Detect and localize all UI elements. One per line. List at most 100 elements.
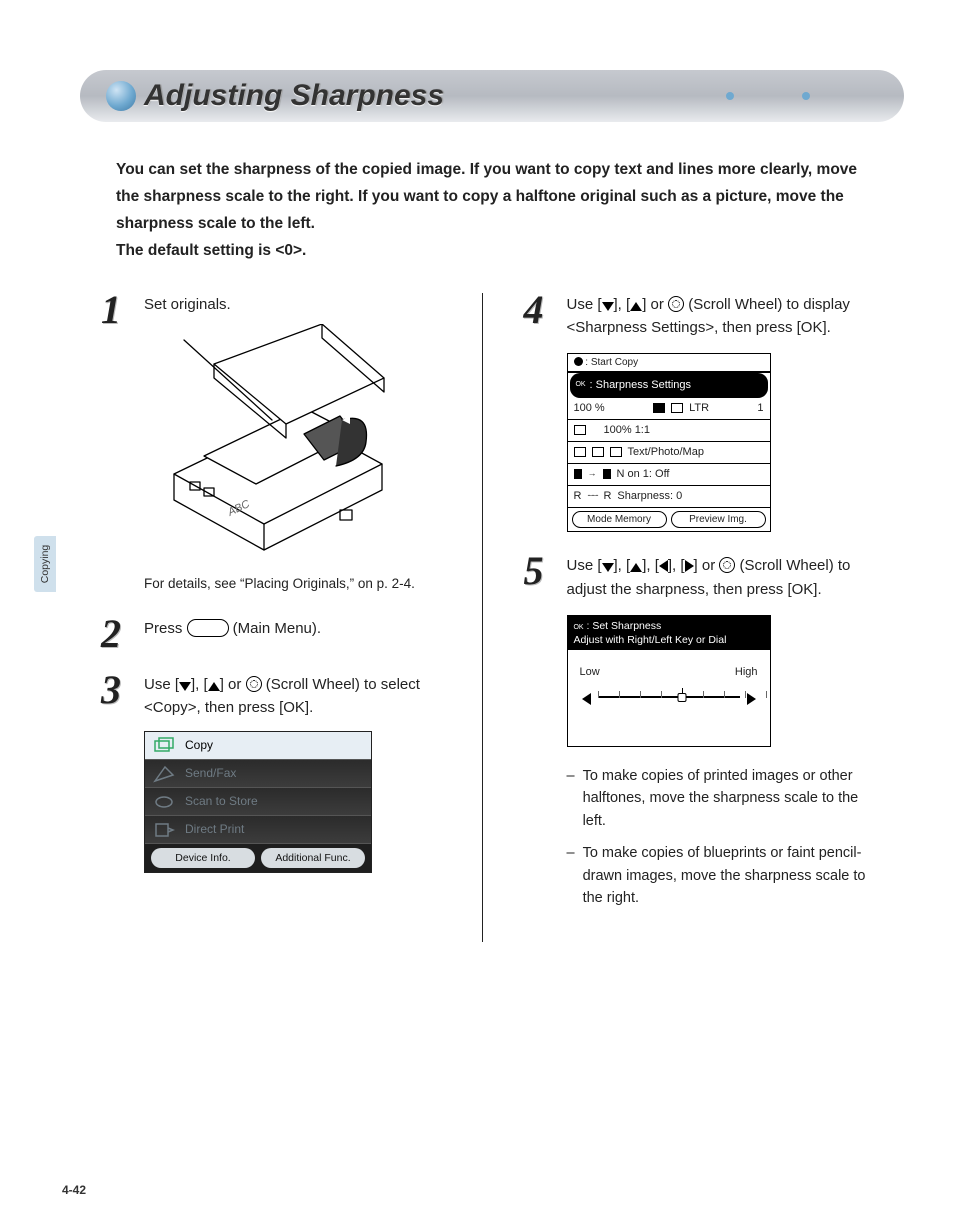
lcd-footer-left: Mode Memory	[572, 511, 667, 529]
intro-paragraph: The default setting is <0>.	[116, 237, 884, 264]
menu-footer-left: Device Info.	[151, 848, 255, 868]
main-menu-screen: Copy Send/Fax Scan to Store Direct	[144, 731, 372, 873]
paper-white-icon	[671, 403, 683, 413]
slider-tick	[619, 691, 620, 698]
step-3: 3 Use [], [] or (Scroll Wheel) to select…	[96, 673, 462, 874]
lcd-ratio: 100% 1:1	[604, 422, 650, 439]
menu-item-sendfax: Send/Fax	[145, 760, 371, 788]
heading-title: Adjusting Sharpness	[144, 79, 444, 113]
txt: ] or	[642, 296, 668, 313]
lcd-type: Text/Photo/Map	[628, 444, 704, 461]
step-number: 4	[519, 293, 549, 533]
menu-item-copy: Copy	[145, 732, 371, 760]
lcd-row-non1: → N on 1: Off	[568, 463, 770, 485]
lcd-top-text: : Start Copy	[585, 357, 638, 368]
txt: ], [	[642, 557, 659, 574]
slider-labels: Low High	[580, 664, 758, 681]
step-4: 4 Use [], [] or (Scroll Wheel) to displa…	[519, 293, 885, 533]
lcd-zoom-pct: 100 %	[574, 400, 605, 417]
slider-tick	[598, 691, 599, 698]
copy-settings-screen: : Start Copy OK : Sharpness Settings 100…	[567, 353, 771, 532]
dash-icon: -·-·-	[587, 489, 597, 503]
columns: 1 Set originals.	[76, 293, 904, 942]
dash-icon: –	[567, 765, 575, 832]
lcd-footer: Mode Memory Preview Img.	[568, 507, 770, 532]
printer-illustration: ABC	[144, 324, 404, 564]
lcd-row-zoom: 100 % LTR 1	[568, 398, 770, 419]
heading-dot-icon	[802, 92, 810, 100]
scroll-wheel-icon	[719, 557, 735, 573]
scroll-wheel-icon	[246, 676, 262, 692]
step-number: 3	[96, 673, 126, 874]
step-2: 2 Press (Main Menu).	[96, 617, 462, 651]
step-body: Use [], [] or (Scroll Wheel) to select <…	[144, 673, 462, 874]
section-heading: Adjusting Sharpness	[80, 70, 904, 122]
step-body: Press (Main Menu).	[144, 617, 462, 651]
type-icon	[610, 447, 622, 457]
lcd-head-l1: : Set Sharpness	[587, 620, 662, 632]
lcd-row-ratio: 100% 1:1	[568, 419, 770, 441]
main-menu-key-icon	[187, 619, 229, 637]
lcd-count: 1	[757, 400, 763, 417]
lcd-top-strip: : Start Copy	[568, 354, 770, 373]
side-tab: Copying	[34, 536, 56, 592]
step-body: Use [], [] or (Scroll Wheel) to display …	[567, 293, 885, 533]
lcd-paper: LTR	[689, 400, 709, 417]
menu-item-label: Send/Fax	[185, 764, 236, 783]
n1-icon	[574, 469, 582, 479]
heading-dot-icon	[726, 92, 734, 100]
down-arrow-icon	[602, 563, 614, 572]
note-text: To make copies of printed images or othe…	[583, 765, 884, 832]
ok-icon: OK	[576, 380, 586, 390]
txt: Use [	[567, 557, 602, 574]
ok-icon: OK	[574, 623, 584, 633]
lcd-sharp: Sharpness: 0	[617, 488, 682, 505]
right-column: 4 Use [], [] or (Scroll Wheel) to displa…	[483, 293, 905, 942]
slider-tick	[766, 691, 767, 698]
up-arrow-icon	[630, 563, 642, 572]
scan-icon	[153, 793, 175, 811]
sharpness-slider	[580, 685, 758, 711]
left-column: 1 Set originals.	[76, 293, 483, 942]
left-arrow-icon	[659, 560, 668, 572]
slider-tick	[724, 691, 725, 698]
step-text-pre: Press	[144, 620, 187, 637]
send-icon	[153, 765, 175, 783]
lcd-header: OK: Set Sharpness Adjust with Right/Left…	[568, 616, 770, 650]
step-number: 1	[96, 293, 126, 595]
left-arrow-icon	[582, 692, 591, 709]
txt: ] or	[694, 557, 720, 574]
txt: ], [	[668, 557, 685, 574]
txt: ], [	[614, 296, 631, 313]
page: Copying Adjusting Sharpness You can set …	[0, 0, 954, 1227]
side-tab-label: Copying	[39, 545, 51, 584]
menu-item-scan: Scan to Store	[145, 788, 371, 816]
up-arrow-icon	[208, 682, 220, 691]
lcd-body: Low High	[568, 650, 770, 711]
note-text: To make copies of blueprints or faint pe…	[583, 842, 884, 909]
lcd-r: R	[574, 488, 582, 505]
menu-item-label: Scan to Store	[185, 792, 258, 811]
step-body: Use [], [], [], [] or (Scroll Wheel) to …	[567, 554, 885, 919]
intro-paragraph: You can set the sharpness of the copied …	[116, 156, 884, 237]
menu-item-label: Direct Print	[185, 820, 244, 839]
note-item: – To make copies of blueprints or faint …	[567, 842, 885, 909]
intro-text: You can set the sharpness of the copied …	[116, 156, 884, 265]
dash-icon: –	[567, 842, 575, 909]
heading-bullet-icon	[106, 81, 136, 111]
slider-tick	[745, 691, 746, 698]
step-number: 5	[519, 554, 549, 919]
lcd-r: R	[603, 488, 611, 505]
lcd-row-sharpness: R -·-·- R Sharpness: 0	[568, 485, 770, 507]
lcd-selected-label: : Sharpness Settings	[590, 377, 692, 394]
scroll-wheel-icon	[668, 296, 684, 312]
down-arrow-icon	[179, 682, 191, 691]
start-icon	[574, 357, 583, 366]
slider-tick	[661, 691, 662, 698]
paper-black-icon	[653, 403, 665, 413]
slider-tick	[640, 691, 641, 698]
print-icon	[153, 821, 175, 839]
txt: Use [	[144, 676, 179, 693]
slider-high-label: High	[735, 664, 758, 681]
n1-icon	[603, 469, 611, 479]
